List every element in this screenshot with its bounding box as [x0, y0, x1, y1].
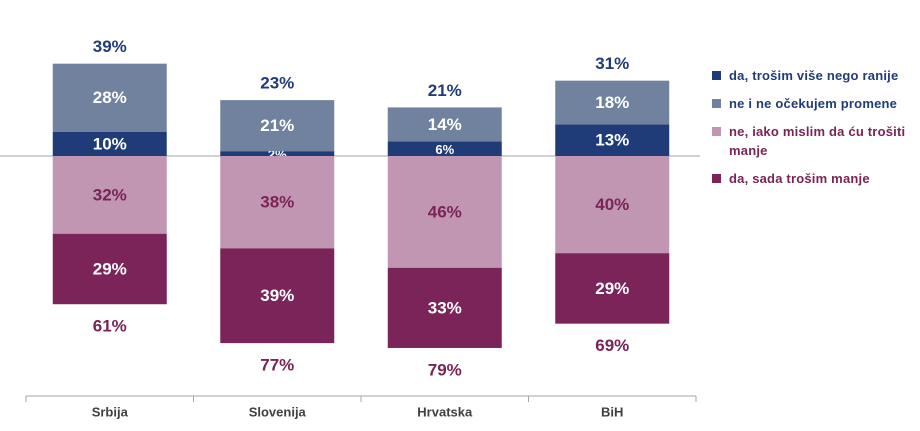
bar-segment-3-srbija — [52, 156, 167, 234]
category-label: Srbija — [92, 405, 129, 420]
bar-segment-4-bih — [555, 253, 670, 324]
category-label: Slovenija — [249, 405, 307, 420]
data-label: 13% — [595, 131, 629, 150]
data-label: 21% — [260, 116, 294, 135]
data-label: 18% — [595, 93, 629, 112]
total-label-up: 21% — [428, 81, 462, 100]
data-label: 14% — [428, 115, 462, 134]
data-label: 29% — [595, 279, 629, 298]
total-label-down: 77% — [260, 356, 294, 375]
total-label-down: 79% — [428, 360, 462, 379]
legend-label: da, sada trošim manje — [729, 171, 870, 186]
data-label: 38% — [260, 193, 294, 212]
bar-segment-2-slovenija — [220, 100, 335, 152]
bar-segment-1-hrvatska — [387, 141, 502, 156]
legend-item: da, trošim više nego ranije — [712, 66, 912, 85]
data-label: 29% — [93, 259, 127, 278]
bar-segment-1-srbija — [52, 131, 167, 156]
total-label-up: 39% — [93, 37, 127, 56]
data-label: 32% — [93, 185, 127, 204]
legend-label: da, trošim više nego ranije — [729, 68, 899, 83]
legend-item: ne, iako mislim da ću trošiti manje — [712, 122, 912, 160]
bar-segment-4-hrvatska — [387, 267, 502, 348]
data-label: 39% — [260, 286, 294, 305]
legend-item: da, sada trošim manje — [712, 169, 912, 188]
bar-segment-1-bih — [555, 124, 670, 156]
bar-segment-3-hrvatska — [387, 156, 502, 268]
legend-label: ne, iako mislim da ću trošiti manje — [729, 124, 906, 158]
bar-segment-2-srbija — [52, 63, 167, 132]
data-label: 33% — [428, 298, 462, 317]
data-label: 40% — [595, 195, 629, 214]
total-label-down: 69% — [595, 336, 629, 355]
bar-segment-4-srbija — [52, 233, 167, 305]
legend-swatch — [712, 71, 721, 80]
total-label-down: 61% — [93, 317, 127, 336]
category-label: BiH — [601, 405, 623, 420]
bar-segment-3-slovenija — [220, 156, 335, 249]
data-label: 28% — [93, 88, 127, 107]
data-label: 6% — [435, 142, 454, 157]
legend-label: ne i ne očekujem promene — [729, 96, 898, 111]
bar-segment-4-slovenija — [220, 248, 335, 344]
bar-segment-2-bih — [555, 80, 670, 125]
legend-swatch — [712, 99, 721, 108]
total-label-up: 31% — [595, 54, 629, 73]
bar-segment-1-slovenija — [220, 151, 335, 156]
legend-swatch — [712, 174, 721, 183]
bar-segment-3-bih — [555, 156, 670, 254]
legend-item: ne i ne očekujem promene — [712, 94, 912, 113]
legend-swatch — [712, 127, 721, 136]
total-label-up: 23% — [260, 74, 294, 93]
data-label: 10% — [93, 134, 127, 153]
data-label: 46% — [428, 202, 462, 221]
bar-segment-2-hrvatska — [387, 107, 502, 142]
category-label: Hrvatska — [417, 405, 473, 420]
legend: da, trošim više nego ranije ne i ne očeku… — [712, 66, 912, 197]
